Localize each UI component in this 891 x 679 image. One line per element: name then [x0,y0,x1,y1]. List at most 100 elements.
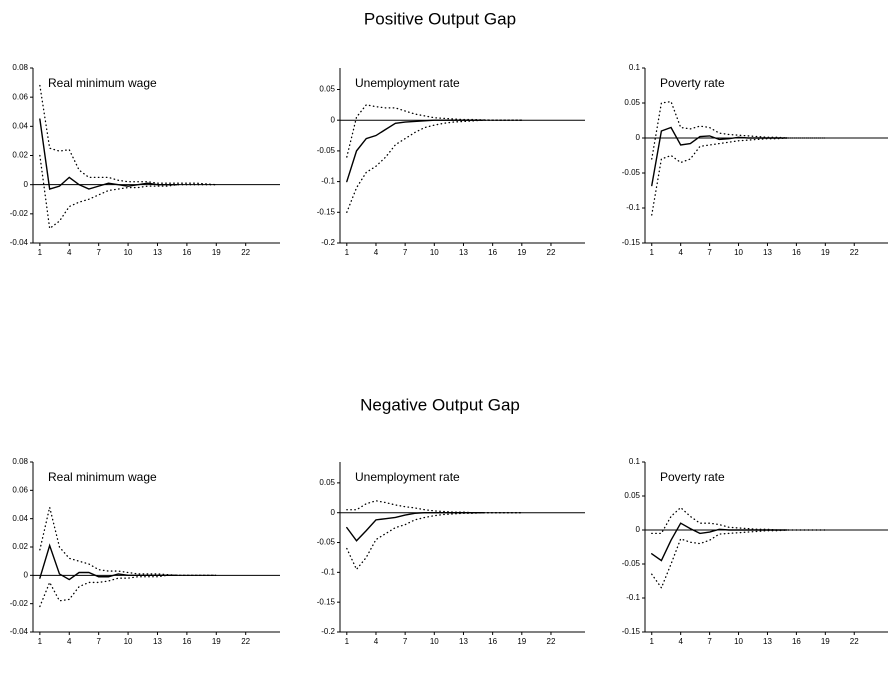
y-tick-label: -0.1 [626,203,640,212]
x-tick-label: 16 [488,637,497,646]
x-tick-label: 16 [182,637,191,646]
x-tick-label: 13 [153,248,162,257]
x-tick-label: 1 [38,637,43,646]
y-tick-label: 0.02 [12,542,28,551]
x-tick-label: 22 [241,248,250,257]
x-tick-label: 19 [821,248,830,257]
x-tick-label: 4 [67,248,72,257]
y-tick-label: 0.05 [624,98,640,107]
x-tick-label: 22 [850,637,859,646]
series-line [346,119,523,213]
x-tick-label: 10 [124,248,133,257]
x-tick-label: 7 [96,248,101,257]
series-line [346,512,484,542]
y-tick-label: 0.1 [629,63,641,72]
series-line [346,500,523,514]
series-line [651,126,788,187]
x-tick-label: 10 [430,637,439,646]
y-tick-label: -0.05 [622,559,641,568]
x-tick-label: 16 [182,248,191,257]
x-tick-label: 13 [459,248,468,257]
x-tick-label: 19 [517,637,526,646]
x-tick-label: 4 [678,248,683,257]
x-tick-label: 19 [821,637,830,646]
y-tick-label: 0.05 [319,478,335,487]
y-tick-label: -0.2 [321,627,335,636]
y-tick-label: -0.2 [321,238,335,247]
x-tick-label: 10 [124,637,133,646]
x-tick-label: 16 [488,248,497,257]
y-tick-label: -0.15 [622,627,641,636]
y-tick-label: -0.05 [317,538,336,547]
y-tick-label: 0.04 [12,121,28,130]
x-tick-label: 1 [38,248,43,257]
y-tick-label: 0.1 [629,457,641,466]
x-tick-label: 10 [734,248,743,257]
y-tick-label: 0.08 [12,63,28,72]
series-line [651,137,826,216]
series-line [651,522,788,562]
x-tick-label: 10 [734,637,743,646]
y-tick-label: 0.02 [12,151,28,160]
y-tick-label: -0.1 [626,593,640,602]
x-tick-label: 13 [153,637,162,646]
series-line [39,154,217,230]
x-tick-label: 16 [792,637,801,646]
y-tick-label: 0 [636,525,641,534]
y-tick-label: -0.02 [10,599,29,608]
x-tick-label: 13 [763,248,772,257]
y-tick-label: 0.06 [12,485,28,494]
y-tick-label: -0.15 [317,207,336,216]
series-line [39,543,178,581]
x-tick-label: 22 [547,637,556,646]
series-line [39,574,217,608]
x-tick-label: 16 [792,248,801,257]
panel-title: Real minimum wage [48,470,157,484]
x-tick-label: 22 [547,248,556,257]
series-line [39,507,217,576]
x-tick-label: 7 [403,248,408,257]
x-tick-label: 7 [403,637,408,646]
y-tick-label: 0.05 [319,85,335,94]
y-tick-label: 0.05 [624,491,640,500]
series-line [39,118,178,190]
panel-title: Unemployment rate [355,470,460,484]
x-tick-label: 4 [374,637,379,646]
series-line [346,104,523,158]
y-tick-label: -0.04 [10,238,29,247]
y-tick-label: 0.04 [12,514,28,523]
x-tick-label: 22 [850,248,859,257]
x-tick-label: 22 [241,637,250,646]
y-tick-label: -0.1 [321,177,335,186]
x-tick-label: 19 [517,248,526,257]
series-line [346,512,523,571]
y-tick-label: 0 [331,508,336,517]
y-tick-label: -0.05 [622,168,641,177]
section-title: Positive Output Gap [364,9,516,28]
y-tick-label: 0 [331,115,336,124]
x-tick-label: 4 [67,637,72,646]
y-tick-label: 0 [24,180,29,189]
y-tick-label: -0.02 [10,209,29,218]
x-tick-label: 19 [212,248,221,257]
series-line [39,84,217,186]
x-tick-label: 1 [345,248,350,257]
y-tick-label: 0.08 [12,457,28,466]
x-tick-label: 7 [96,637,101,646]
panel-title: Poverty rate [660,470,725,484]
x-tick-label: 7 [707,637,712,646]
panel-title: Unemployment rate [355,76,460,90]
series-line [651,100,826,160]
y-tick-label: -0.05 [317,146,336,155]
x-tick-label: 4 [678,637,683,646]
y-tick-label: -0.04 [10,627,29,636]
y-tick-label: 0.06 [12,92,28,101]
y-tick-label: 0 [636,133,641,142]
x-tick-label: 7 [707,248,712,257]
panel-title: Real minimum wage [48,76,157,90]
x-tick-label: 1 [650,248,655,257]
y-tick-label: -0.1 [321,567,335,576]
x-tick-label: 13 [763,637,772,646]
x-tick-label: 10 [430,248,439,257]
